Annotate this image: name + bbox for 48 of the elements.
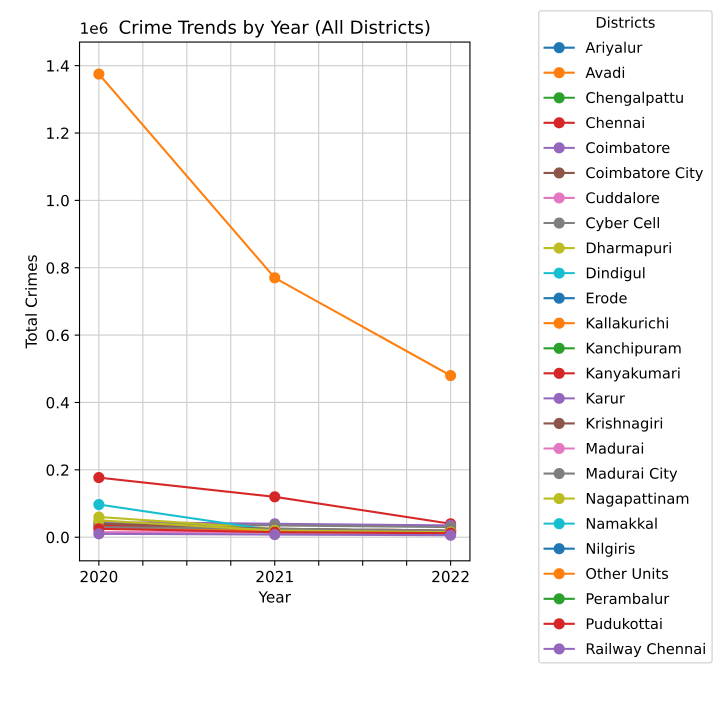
point <box>269 272 280 284</box>
legend-label: Dharmapuri <box>586 242 671 256</box>
legend-label: Cuddalore <box>586 192 660 204</box>
legend-label: Avadi <box>586 66 624 78</box>
legend-label: Other Units <box>586 568 668 580</box>
legend-label: Nagapattinam <box>586 492 688 507</box>
point <box>269 491 280 502</box>
legend-label: Erode <box>586 292 627 304</box>
y-tick-label: 1.2 <box>47 127 68 139</box>
legend-label: Chennai <box>586 116 644 128</box>
x-axis-title: Year <box>258 591 291 603</box>
y-tick-label: 0.2 <box>46 464 68 476</box>
legend-label: Kallakurichi <box>586 317 668 329</box>
chart-title: Crime Trends by Year (All Districts) <box>120 20 430 38</box>
x-tick-label: 2020 <box>80 570 118 582</box>
legend-label: Kanyakumari <box>586 367 680 382</box>
legend-label: Nilgiris <box>586 542 635 557</box>
legend-label: Perambalur <box>586 592 670 604</box>
y-tick-label: 1.0 <box>47 194 69 206</box>
legend-label: Dindigul <box>586 267 644 282</box>
legend-label: Railway Chennai <box>586 642 705 658</box>
legend-label: Madurai <box>586 442 644 454</box>
point <box>445 370 456 382</box>
legend-label: Namakkal <box>586 518 657 529</box>
legend-label: Cyber Cell <box>586 217 659 232</box>
y-tick-label: 0.4 <box>46 396 69 409</box>
legend-label: Karur <box>586 392 625 404</box>
y-axis-title: Total Crimes <box>25 255 37 348</box>
point <box>93 68 104 80</box>
y-tick-label: 1.4 <box>47 60 69 72</box>
legend-label: Chengalpattu <box>586 92 683 106</box>
y-tick-label: 0.6 <box>46 330 69 342</box>
legend-label: Krishnagiri <box>586 417 662 432</box>
legend-title: Districts <box>596 16 655 28</box>
point <box>93 472 104 484</box>
legend-label: Madurai City <box>586 468 678 482</box>
legend-label: Coimbatore <box>586 142 670 154</box>
x-tick-label: 2021 <box>256 570 293 582</box>
text: 1e6 <box>81 22 108 34</box>
y-tick-label: 0.8 <box>46 262 69 274</box>
legend-label: Kanchipuram <box>586 342 681 356</box>
x-tick-label: 2022 <box>432 570 469 582</box>
y-tick-label: 0.0 <box>46 532 69 544</box>
point <box>93 498 104 510</box>
legend-label: Ariyalur <box>586 42 642 56</box>
legend-label: Pudukottai <box>586 618 662 630</box>
point <box>269 528 280 540</box>
legend-label: Coimbatore City <box>586 166 704 182</box>
